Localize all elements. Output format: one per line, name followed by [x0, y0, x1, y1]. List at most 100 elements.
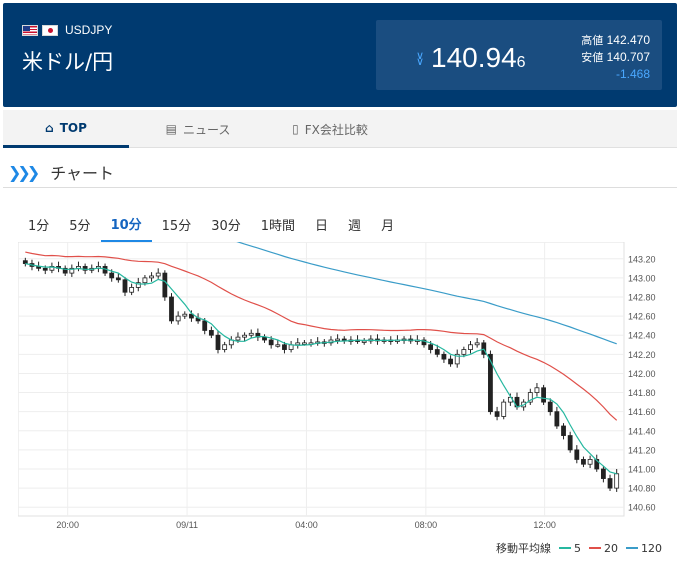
home-icon: ⌂: [45, 120, 54, 135]
candle-body: [268, 339, 274, 346]
y-tick-label: 140.80: [628, 484, 656, 494]
tab-top[interactable]: ⌂ TOP: [3, 110, 129, 148]
double-chevron-right-icon: ❯❯❯: [8, 162, 40, 182]
interval-selector: 1分 5分 10分 15分 30分 1時間 日 週 月: [18, 206, 404, 242]
candle-body: [62, 267, 68, 274]
pair-name: 米ドル/円: [22, 50, 114, 74]
candle-body: [82, 266, 88, 271]
candle-body: [129, 287, 135, 293]
quote-box: ∨ ∨ 140.946 高値 142.470 安値 140.707 -1.468: [376, 20, 662, 90]
legend-ma20: 20: [589, 542, 618, 555]
interval-1hour[interactable]: 1時間: [260, 218, 296, 234]
candle-body: [361, 340, 367, 343]
x-tick-label: 09/11: [176, 520, 198, 530]
candle-body: [501, 401, 507, 417]
y-tick-label: 141.80: [628, 388, 656, 398]
section-divider: [3, 187, 677, 188]
candle-body: [175, 315, 181, 322]
x-tick-label: 08:00: [415, 520, 438, 530]
candle-body: [561, 425, 566, 436]
y-tick-label: 140.60: [628, 503, 656, 513]
candle-body: [541, 387, 546, 403]
currency-pair: USDJPY: [22, 23, 112, 37]
high-price: 高値 142.470: [581, 33, 650, 47]
interval-30min[interactable]: 30分: [211, 218, 241, 234]
ma-20-line: [25, 251, 618, 421]
candle-body: [115, 277, 121, 281]
candle-body: [587, 459, 593, 465]
interval-week[interactable]: 週: [348, 218, 362, 234]
tab-news[interactable]: ▤ ニュース: [165, 122, 231, 137]
x-tick-label: 04:00: [295, 520, 318, 530]
down-arrow-icon: ∨ ∨: [416, 49, 425, 68]
candle-body: [42, 267, 48, 271]
y-tick-label: 141.20: [628, 445, 656, 455]
candle-body: [614, 473, 620, 489]
candle-body: [547, 401, 553, 413]
candle-body: [468, 344, 473, 350]
price-stats: 高値 142.470 安値 140.707 -1.468: [581, 32, 650, 82]
candle-body: [421, 339, 427, 346]
chart-section-title: ❯❯❯ チャート: [8, 162, 115, 184]
y-tick-label: 143.00: [628, 273, 656, 283]
candle-body: [494, 411, 500, 417]
candle-body: [448, 358, 453, 365]
candle-body: [142, 277, 148, 284]
interval-15min[interactable]: 15分: [161, 218, 192, 234]
main-tabs: ⌂ TOP ▤ ニュース ▯ FX会社比較: [3, 110, 677, 148]
newspaper-icon: ▤: [165, 122, 177, 136]
candle-body: [242, 334, 247, 338]
interval-day[interactable]: 日: [315, 218, 329, 234]
candle-body: [155, 272, 161, 277]
y-tick-label: 141.60: [628, 407, 656, 417]
y-tick-label: 142.00: [628, 369, 656, 379]
candle-body: [262, 336, 267, 341]
building-icon: ▯: [292, 122, 299, 136]
candle-body: [222, 344, 228, 350]
candle-body: [149, 275, 154, 279]
candle-body: [607, 478, 613, 489]
low-price: 安値 140.707: [581, 50, 650, 64]
y-tick-label: 143.20: [628, 254, 656, 264]
y-tick-label: 141.00: [628, 465, 656, 475]
candle-body: [534, 387, 540, 393]
candle-body: [600, 468, 606, 479]
interval-5min[interactable]: 5分: [69, 218, 91, 234]
y-tick-label: 142.40: [628, 331, 656, 341]
interval-1min[interactable]: 1分: [28, 218, 50, 234]
candle-body: [22, 260, 28, 264]
pair-code: USDJPY: [65, 23, 113, 37]
candle-body: [282, 344, 287, 350]
y-tick-label: 142.20: [628, 350, 656, 360]
japan-flag-icon: [42, 24, 58, 36]
tab-fx-comparison[interactable]: ▯ FX会社比較: [292, 122, 368, 137]
quote-header: USDJPY 米ドル/円 ∨ ∨ 140.946 高値 142.470 安値 14…: [3, 3, 677, 107]
chart-legend: 移動平均線 5 20 120: [496, 540, 662, 556]
candle-body: [189, 313, 194, 319]
us-flag-icon: [22, 24, 38, 36]
candle-body: [162, 272, 168, 298]
candle-body: [122, 279, 128, 293]
candle-body: [215, 334, 221, 350]
interval-10min[interactable]: 10分: [100, 206, 152, 242]
candle-body: [567, 435, 573, 451]
legend-ma120: 120: [626, 542, 662, 555]
candle-body: [301, 342, 307, 345]
candle-body: [488, 353, 493, 413]
candle-body: [182, 313, 188, 317]
y-tick-label: 141.40: [628, 426, 656, 436]
y-tick-label: 142.80: [628, 293, 656, 303]
candle-body: [335, 338, 341, 341]
candle-body: [527, 392, 533, 403]
candle-body: [434, 349, 440, 355]
price-chart[interactable]: 143.20 143.00 142.80 142.60 142.40 142.20 142.…: [18, 242, 668, 534]
plot-area: [18, 242, 625, 517]
x-tick-label: 12:00: [533, 520, 556, 530]
candle-body: [474, 342, 480, 346]
candle-body: [135, 282, 141, 288]
candle-body: [554, 411, 560, 427]
interval-month[interactable]: 月: [381, 218, 395, 234]
candle-body: [441, 353, 447, 360]
y-tick-label: 142.60: [628, 312, 656, 322]
current-price: 140.946: [431, 42, 526, 73]
